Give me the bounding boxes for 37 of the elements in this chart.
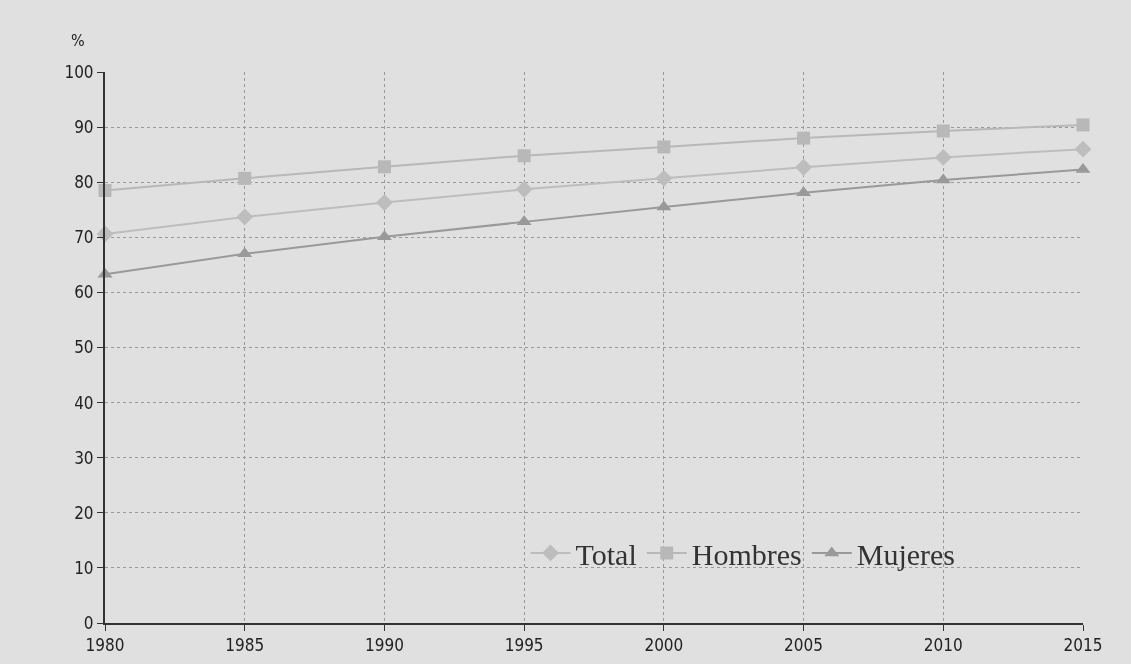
point [517,149,531,163]
y-tick-label: 80 [74,172,94,193]
y-tick-label: 0 [83,612,94,633]
y-axis-title: % [71,31,85,50]
point [797,131,811,145]
x-tick-label: 1995 [504,635,544,656]
x-tick-label: 1990 [364,635,404,656]
point [1076,118,1090,132]
legend-label: Mujeres [856,537,956,571]
y-tick-label: 60 [74,282,94,303]
legend-label: Total [575,537,637,571]
x-tick-label: 1980 [85,635,125,656]
point [795,158,813,176]
y-tick-label: 10 [74,557,94,578]
point [238,171,252,185]
y-tick-label: 20 [74,502,94,523]
y-tick-label: 40 [74,392,94,413]
point [655,169,673,187]
point [236,208,254,226]
point [515,180,533,198]
x-tick-label: 1985 [225,635,265,656]
x-tick-label: 2010 [923,635,963,656]
point [657,140,671,154]
y-tick-label: 90 [74,117,94,138]
y-tick-label: 30 [74,447,94,468]
y-tick-label: 50 [74,337,94,358]
x-tick-label: 2005 [784,635,824,656]
x-tick-label: 2000 [644,635,684,656]
y-tick-label: 70 [74,227,94,248]
x-tick-label: 2015 [1063,635,1103,656]
point [377,160,391,174]
legend-label: Hombres [691,537,802,571]
point [934,148,952,166]
point [936,124,950,138]
point [1074,140,1092,158]
point [375,194,393,212]
y-tick-label: 100 [64,61,94,82]
